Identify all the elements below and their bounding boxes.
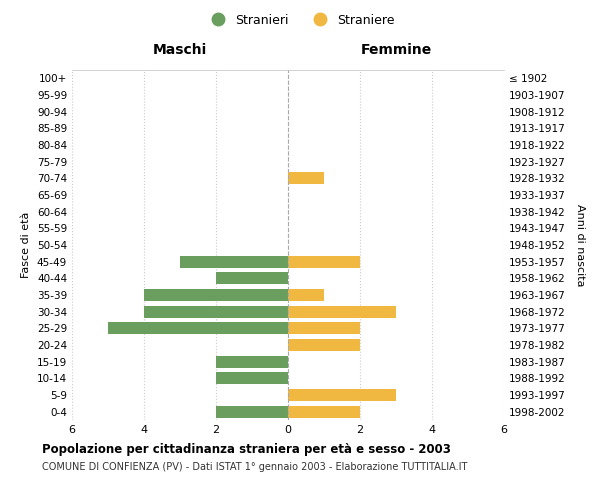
Text: Maschi: Maschi (153, 44, 207, 58)
Bar (144, 289, 288, 301)
Y-axis label: Anni di nascita: Anni di nascita (575, 204, 585, 286)
Text: Femmine: Femmine (361, 44, 431, 58)
Bar (288, 339, 360, 351)
Bar (288, 256, 360, 268)
Bar (144, 306, 288, 318)
Text: Popolazione per cittadinanza straniera per età e sesso - 2003: Popolazione per cittadinanza straniera p… (42, 442, 451, 456)
Bar (288, 322, 360, 334)
Bar (216, 272, 288, 284)
Legend: Stranieri, Straniere: Stranieri, Straniere (200, 8, 400, 32)
Text: COMUNE DI CONFIENZA (PV) - Dati ISTAT 1° gennaio 2003 - Elaborazione TUTTITALIA.: COMUNE DI CONFIENZA (PV) - Dati ISTAT 1°… (42, 462, 467, 472)
Bar (108, 322, 288, 334)
Bar (216, 356, 288, 368)
Bar (180, 256, 288, 268)
Bar (288, 172, 324, 184)
Bar (288, 406, 360, 417)
Y-axis label: Fasce di età: Fasce di età (22, 212, 31, 278)
Bar (288, 389, 396, 401)
Bar (288, 289, 324, 301)
Bar (216, 406, 288, 417)
Bar (288, 306, 396, 318)
Bar (216, 372, 288, 384)
